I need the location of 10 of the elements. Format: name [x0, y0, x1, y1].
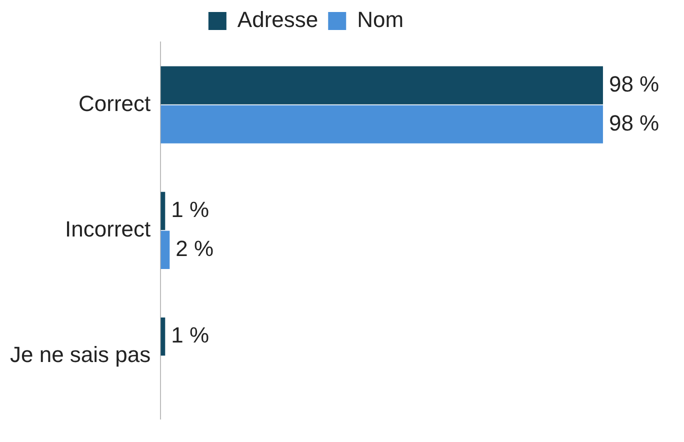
data-label: 1 % — [171, 196, 210, 222]
data-label: 2 % — [176, 236, 214, 261]
legend-label: Adresse — [237, 7, 318, 32]
y-tick-label: Incorrect — [65, 216, 151, 242]
data-label: 98 % — [608, 71, 660, 96]
y-tick-label: Je ne sais pas — [10, 342, 151, 368]
legend-label: Nom — [357, 7, 404, 32]
data-label: 1 % — [171, 322, 210, 348]
data-label: 98 % — [608, 110, 660, 136]
y-tick-label: Correct — [78, 90, 151, 116]
